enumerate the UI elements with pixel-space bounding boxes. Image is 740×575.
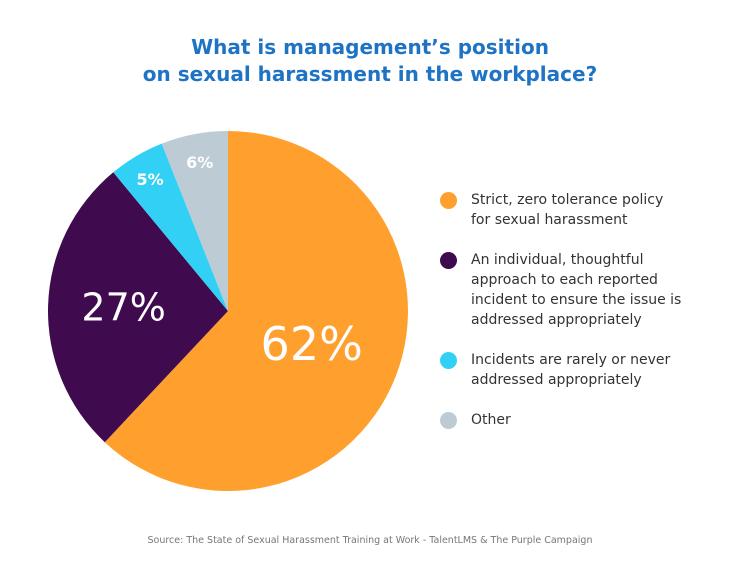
- legend-swatch: [440, 352, 457, 369]
- pie-slice: [161, 131, 228, 311]
- legend-item: Incidents are rarely or never addressed …: [440, 350, 730, 390]
- legend-item: Strict, zero tolerance policy for sexual…: [440, 190, 730, 230]
- legend-label: Other: [471, 412, 511, 428]
- legend: Strict, zero tolerance policy for sexual…: [440, 190, 730, 450]
- chart-title-line-2: on sexual harassment in the workplace?: [142, 62, 598, 86]
- legend-item: An individual, thoughtful approach to ea…: [440, 250, 730, 330]
- chart-title: What is management’s position on sexual …: [0, 34, 740, 88]
- data-label: 27%: [81, 286, 165, 330]
- data-label: 6%: [186, 153, 213, 172]
- legend-item: Other: [440, 410, 730, 430]
- legend-label: Incidents are rarely or never addressed …: [471, 352, 671, 388]
- legend-swatch: [440, 252, 457, 269]
- legend-label: Strict, zero tolerance policy for sexual…: [471, 192, 664, 228]
- legend-swatch: [440, 412, 457, 429]
- source-note: Source: The State of Sexual Harassment T…: [147, 535, 593, 546]
- pie-slice: [113, 143, 228, 311]
- pie-slice: [104, 131, 408, 491]
- legend-label: An individual, thoughtful approach to ea…: [471, 252, 682, 328]
- pie-slice: [47, 172, 228, 443]
- data-label: 5%: [137, 170, 164, 189]
- data-label: 62%: [261, 317, 363, 371]
- chart-title-line-1: What is management’s position: [191, 35, 549, 59]
- legend-swatch: [440, 192, 457, 209]
